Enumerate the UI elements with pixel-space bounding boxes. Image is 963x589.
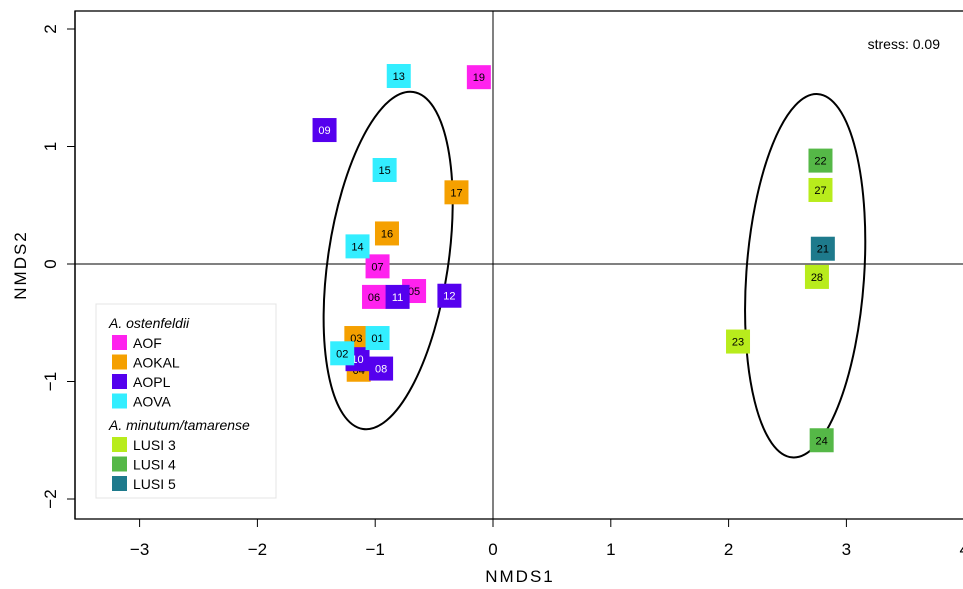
legend-label: LUSI 5 xyxy=(133,476,176,492)
data-point-15 xyxy=(372,158,397,182)
point-label: 21 xyxy=(817,244,829,256)
point-label: 15 xyxy=(378,165,390,177)
group-ellipse xyxy=(322,90,454,431)
y-tick-label: 1 xyxy=(41,142,60,151)
data-point-06 xyxy=(362,284,387,309)
y-tick-label: 2 xyxy=(41,24,60,33)
x-tick-label: 4 xyxy=(959,540,963,559)
data-point-13 xyxy=(386,64,411,88)
point-label: 24 xyxy=(816,435,828,447)
x-tick-label: −3 xyxy=(130,540,149,559)
y-tick-label: 0 xyxy=(41,259,60,268)
point-label: 09 xyxy=(318,125,330,137)
x-tick-label: 3 xyxy=(842,540,851,559)
x-tick-label: 0 xyxy=(488,540,497,559)
legend-swatch xyxy=(112,335,127,350)
point-label: 05 xyxy=(408,286,420,298)
legend-swatch xyxy=(112,476,127,491)
legend-swatch xyxy=(112,393,127,409)
point-label: 02 xyxy=(336,348,348,360)
y-tick-label: −2 xyxy=(41,489,60,508)
point-label: 17 xyxy=(450,187,462,199)
legend-label: AOF xyxy=(133,335,162,351)
data-point-14 xyxy=(345,234,370,259)
data-point-12 xyxy=(437,283,462,308)
point-label: 12 xyxy=(443,291,455,303)
point-label: 11 xyxy=(392,292,403,304)
point-label: 28 xyxy=(811,272,823,284)
legend-label: AOVA xyxy=(133,394,172,410)
data-point-02 xyxy=(330,341,355,366)
point-label: 06 xyxy=(368,292,380,304)
y-axis-title: NMDS2 xyxy=(11,230,30,300)
point-label: 22 xyxy=(814,156,826,168)
legend: A. ostenfeldii AOF AOKAL AOPL AOVA A. minutum… xyxy=(95,303,277,499)
data-point-27 xyxy=(808,177,833,202)
point-label: 23 xyxy=(732,337,744,349)
legend-label: AOKAL xyxy=(133,355,180,371)
data-point-24 xyxy=(809,428,834,453)
legend-swatch xyxy=(112,437,127,452)
data-point-19 xyxy=(466,65,491,90)
legend-label: LUSI 4 xyxy=(133,457,176,473)
legend-label: LUSI 3 xyxy=(133,437,176,453)
x-axis-title: NMDS1 xyxy=(485,567,555,586)
point-label: 08 xyxy=(375,364,387,376)
data-point-01 xyxy=(365,326,390,351)
point-label: 16 xyxy=(381,228,393,240)
data-point-11 xyxy=(385,284,410,309)
x-tick-label: −2 xyxy=(248,540,267,559)
legend-swatch xyxy=(112,354,127,370)
x-tick-label: 2 xyxy=(724,540,733,559)
x-tick-label: 1 xyxy=(606,540,615,559)
group-ellipse xyxy=(744,93,867,459)
data-point-28 xyxy=(804,264,829,289)
point-label: 27 xyxy=(814,185,826,197)
data-point-17 xyxy=(444,180,469,205)
data-point-16 xyxy=(374,221,399,246)
legend-heading: A. minutum/tamarense xyxy=(108,417,250,433)
point-label: 07 xyxy=(371,261,383,273)
legend-heading: A. ostenfeldii xyxy=(108,315,190,331)
stress-annotation: stress: 0.09 xyxy=(868,36,941,52)
x-tick-label: −1 xyxy=(366,540,385,559)
point-label: 19 xyxy=(473,72,485,84)
legend-label: AOPL xyxy=(133,374,171,390)
data-point-08 xyxy=(369,356,394,381)
data-point-21 xyxy=(810,236,835,261)
point-label: 14 xyxy=(351,241,363,253)
y-tick-label: −1 xyxy=(41,372,60,391)
data-point-23 xyxy=(726,329,751,354)
legend-swatch xyxy=(112,374,127,389)
data-point-09 xyxy=(312,118,337,143)
legend-swatch xyxy=(112,456,127,472)
data-point-22 xyxy=(808,148,833,173)
data-point-07 xyxy=(365,254,390,279)
point-label: 13 xyxy=(393,71,405,83)
point-label: 01 xyxy=(371,333,383,345)
point-label: 10 xyxy=(351,354,363,366)
